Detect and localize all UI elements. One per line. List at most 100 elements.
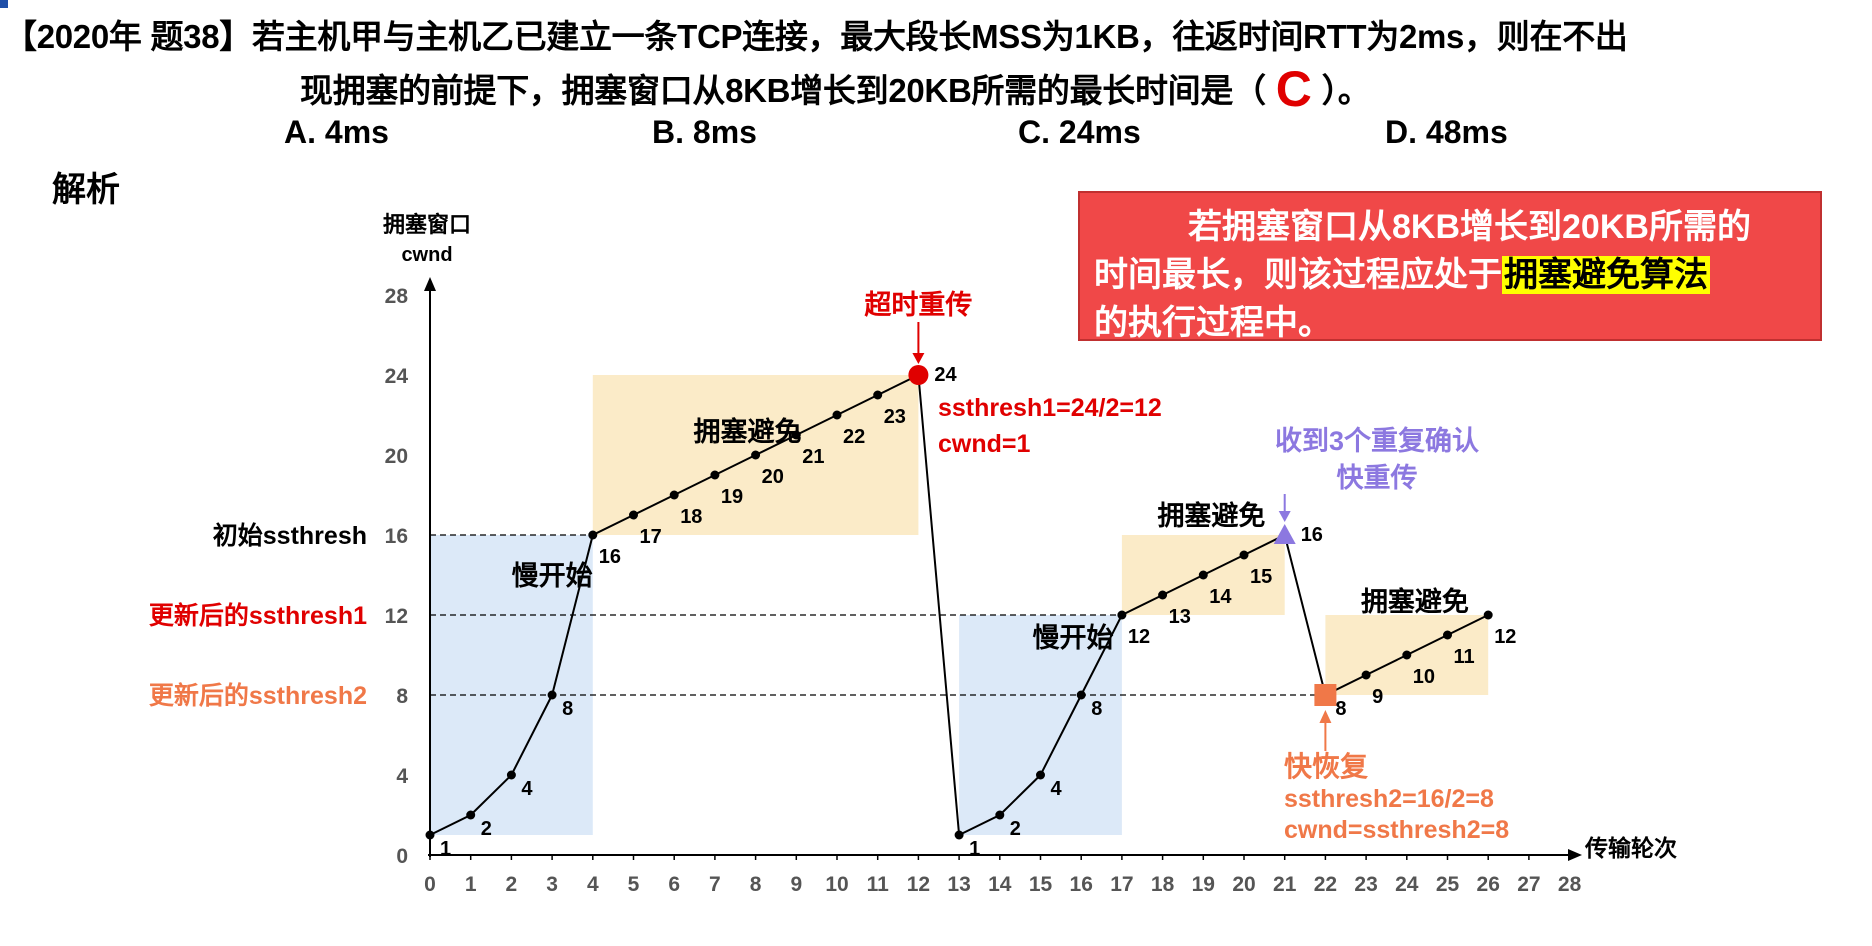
x-tick-label-7: 7 [709, 873, 721, 896]
option-b: B. 8ms [652, 114, 757, 150]
point-label-4: 16 [599, 546, 621, 568]
ssthresh-label-16: 初始ssthresh [213, 522, 367, 550]
point-label-26: 12 [1494, 626, 1516, 648]
x-tick-label-3: 3 [546, 873, 558, 896]
data-point-1 [466, 810, 476, 820]
x-tick-label-9: 9 [790, 873, 802, 896]
y-tick-label-24: 24 [385, 365, 409, 388]
x-tick-label-5: 5 [628, 873, 640, 896]
point-label-12: 24 [934, 364, 957, 386]
x-tick-label-12: 12 [907, 873, 930, 896]
data-point-4 [588, 530, 598, 540]
timeout-note-ssthresh: ssthresh1=24/2=12 [938, 394, 1162, 422]
x-tick-label-1: 1 [465, 873, 477, 896]
point-label-19: 14 [1209, 586, 1232, 608]
point-label-23: 9 [1372, 686, 1383, 708]
data-point-19 [1198, 570, 1208, 580]
fast-recovery-arrowhead [1319, 710, 1332, 723]
x-tick-label-27: 27 [1517, 873, 1540, 896]
point-label-21: 16 [1301, 524, 1323, 546]
x-tick-label-24: 24 [1395, 873, 1419, 896]
y-tick-label-28: 28 [385, 285, 409, 308]
option-c: C. 24ms [1018, 114, 1141, 150]
y-tick-label-0: 0 [396, 845, 408, 868]
point-label-9: 21 [802, 446, 824, 468]
data-point-13 [954, 830, 964, 840]
x-tick-label-18: 18 [1151, 873, 1175, 896]
data-point-26 [1483, 610, 1493, 620]
point-label-10: 22 [843, 426, 865, 448]
ssthresh-label-8: 更新后的ssthresh2 [149, 681, 367, 710]
data-point-5 [629, 510, 638, 520]
timeout-note-cwnd: cwnd=1 [938, 430, 1030, 458]
x-tick-label-11: 11 [867, 873, 890, 896]
question-line-2-text: 现拥塞的前提下，拥塞窗口从8KB增长到20KB所需的最长时间是（ [300, 72, 1266, 109]
data-point-10 [832, 410, 842, 420]
fast-retransmit-title: 快重传 [1337, 463, 1418, 493]
x-axis-arrow [1568, 849, 1582, 861]
data-point-6 [669, 490, 679, 500]
point-label-5: 17 [640, 526, 662, 548]
x-tick-label-16: 16 [1070, 873, 1093, 896]
y-tick-label-8: 8 [396, 685, 408, 708]
ssthresh-label-12: 更新后的ssthresh1 [149, 601, 367, 630]
x-tick-label-26: 26 [1477, 873, 1500, 896]
answer-letter: C [1275, 61, 1312, 117]
region-label-3: 拥塞避免 [1157, 500, 1265, 531]
data-point-20 [1239, 550, 1249, 560]
option-a: A. 4ms [284, 114, 389, 150]
x-tick-label-14: 14 [988, 873, 1012, 896]
data-point-7 [710, 470, 720, 480]
data-point-0 [425, 830, 435, 840]
region-slow_start-2 [959, 615, 1122, 835]
x-tick-label-0: 0 [424, 873, 436, 896]
triple-ack-point [1273, 524, 1296, 544]
point-label-0: 1 [440, 838, 451, 860]
timeout-point [908, 365, 929, 385]
x-tick-label-23: 23 [1354, 873, 1377, 896]
x-tick-label-8: 8 [750, 873, 762, 896]
y-tick-label-4: 4 [396, 765, 408, 788]
x-tick-label-15: 15 [1029, 873, 1053, 896]
callout-highlight: 拥塞避免算法 [1502, 256, 1710, 294]
point-label-16: 8 [1091, 698, 1102, 720]
x-tick-label-20: 20 [1232, 873, 1255, 896]
x-tick-label-13: 13 [947, 873, 970, 896]
point-label-17: 12 [1128, 626, 1150, 648]
timeout-arrowhead [912, 353, 925, 364]
x-tick-label-28: 28 [1558, 873, 1582, 896]
x-tick-label-21: 21 [1273, 873, 1297, 896]
data-point-2 [506, 770, 516, 780]
x-axis-title: 传输轮次 [1584, 835, 1677, 861]
point-label-25: 11 [1454, 646, 1475, 668]
point-label-6: 18 [680, 506, 702, 528]
point-label-1: 2 [481, 818, 492, 840]
explanation-callout: 若拥塞窗口从8KB增长到20KB所需的 时间最长，则该过程应处于拥塞避免算法 的… [1078, 191, 1822, 342]
fast-recovery-note-cwnd: cwnd=ssthresh2=8 [1284, 816, 1509, 844]
data-point-14 [995, 810, 1005, 820]
fast-recovery-point [1314, 684, 1337, 706]
point-label-15: 4 [1051, 778, 1063, 800]
point-label-18: 13 [1169, 606, 1191, 628]
y-tick-label-20: 20 [385, 445, 408, 468]
y-axis-arrow [424, 277, 436, 291]
data-point-23 [1361, 670, 1371, 680]
data-point-9 [791, 430, 801, 440]
x-tick-label-4: 4 [587, 873, 599, 896]
timeout-title: 超时重传 [864, 290, 972, 320]
point-label-20: 15 [1250, 566, 1272, 588]
y-tick-label-12: 12 [385, 605, 408, 628]
point-label-7: 19 [721, 486, 743, 508]
option-d: D. 48ms [1385, 114, 1508, 150]
data-point-3 [547, 690, 557, 700]
x-tick-label-17: 17 [1110, 873, 1133, 896]
question-line-2-end: ）。 [1321, 72, 1371, 109]
point-label-22: 8 [1335, 698, 1346, 720]
y-tick-label-16: 16 [385, 525, 408, 548]
data-point-8 [751, 450, 761, 460]
analysis-heading: 解析 [52, 171, 120, 209]
region-label-1: 拥塞避免 [693, 416, 801, 447]
region-label-2: 慢开始 [1033, 622, 1114, 653]
callout-line-3: 的执行过程中。 [1094, 304, 1332, 342]
